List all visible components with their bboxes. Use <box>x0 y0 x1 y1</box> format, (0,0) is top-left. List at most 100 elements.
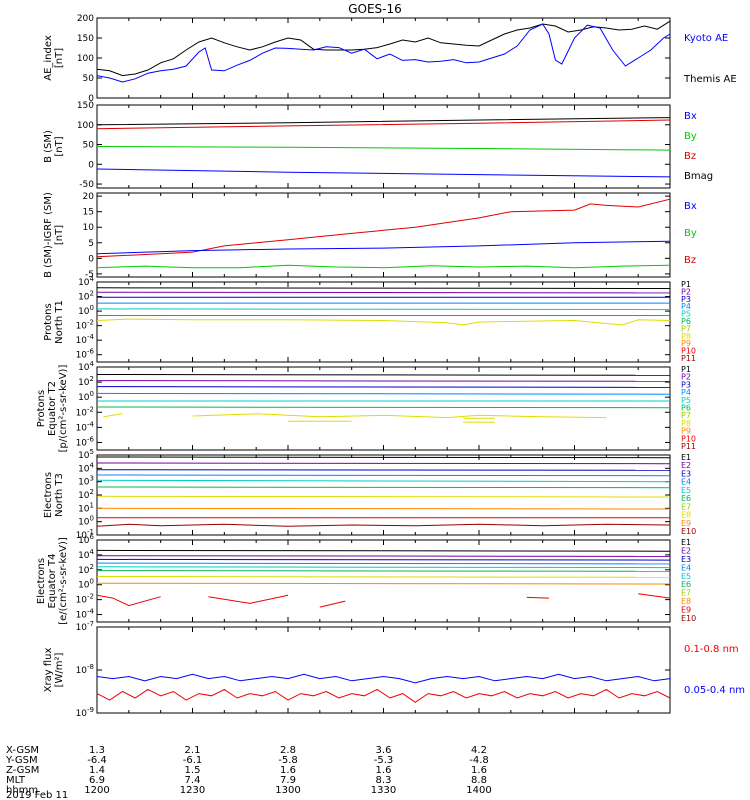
y-tick-label: 103 <box>78 475 94 488</box>
x-axis-value: 1.6 <box>471 765 487 776</box>
y-tick-label: 10-4 <box>76 333 95 346</box>
y-tick-label: 100 <box>78 304 94 317</box>
y-tick-label: 100 <box>78 390 94 403</box>
y-tick-label: 10-6 <box>76 435 95 448</box>
x-axis-value: 1.6 <box>280 765 296 776</box>
y-axis-label: [nT] <box>54 225 65 245</box>
legend-entry: Bz <box>684 151 696 162</box>
series-line-0-1-0-8-nm <box>96 688 671 703</box>
series-line-e2 <box>96 555 671 557</box>
x-axis-value: -5.3 <box>374 755 394 766</box>
series-line-e9c <box>319 600 346 608</box>
legend-entry: P4 <box>681 302 691 311</box>
series-line-kyoto-ae <box>96 23 671 83</box>
x-axis-value: -4.8 <box>469 755 489 766</box>
series-line-e4 <box>96 562 671 565</box>
series-line-p4 <box>96 392 671 395</box>
y-axis-label: [nT] <box>54 136 65 156</box>
x-axis-value: 2.1 <box>185 745 201 756</box>
legend-entry: E3 <box>681 555 691 564</box>
legend-entry: E6 <box>681 580 691 589</box>
x-axis-value: 7.4 <box>185 775 201 786</box>
legend-entry: P1 <box>681 280 691 289</box>
x-axis-value: 1.6 <box>376 765 392 776</box>
y-tick-label: 102 <box>78 563 94 576</box>
series-line-p1 <box>96 374 671 376</box>
y-tick-label: 101 <box>78 501 94 514</box>
series-line-p7b <box>192 413 607 419</box>
legend-entry: E9 <box>681 519 691 528</box>
legend-entry: E8 <box>681 597 691 606</box>
series-line-p7 <box>96 318 671 326</box>
x-axis-value: 1.4 <box>89 765 105 776</box>
y-axis-label: B (SM)-IGRF (SM) <box>43 192 54 278</box>
series-line-bmag <box>96 117 671 126</box>
series-line-themis-ae <box>96 20 671 77</box>
legend-entry: Bx <box>684 201 697 212</box>
legend-entry: E10 <box>681 527 696 536</box>
x-axis-row-label: hhmm <box>6 785 38 796</box>
y-tick-label: 10-2 <box>76 405 94 418</box>
legend-entry: E6 <box>681 494 691 503</box>
panel-xray: 10-7 10-8 10-9 Xray flux [W/m²] 0.1-0.8 nm 0.0… <box>43 620 745 719</box>
series-line-e9b <box>208 594 289 604</box>
panel-frame <box>96 539 671 623</box>
series-line-e10 <box>96 523 671 527</box>
legend-entry: P9 <box>681 339 691 348</box>
y-tick-label: 102 <box>78 488 94 501</box>
x-axis-value: 6.9 <box>89 775 105 786</box>
y-tick-label: 104 <box>78 548 94 561</box>
legend-entry: Bmag <box>684 171 713 182</box>
y-tick-label: 5 <box>88 239 94 249</box>
series-line-e8 <box>96 507 671 510</box>
y-tick-label: 10-2 <box>76 319 94 332</box>
series-line-e2 <box>96 462 671 465</box>
panel-frame <box>96 454 671 536</box>
panel-frame <box>96 192 671 278</box>
legend-entry: E1 <box>681 538 691 547</box>
series-line-e9a <box>96 594 161 607</box>
series-line-bx <box>96 240 671 255</box>
legend-entry: P7 <box>681 324 691 333</box>
legend-entry: P7 <box>681 411 691 420</box>
legend-entry: E9 <box>681 606 691 615</box>
x-axis-value: 7.9 <box>280 775 296 786</box>
legend-entry: P11 <box>681 442 696 451</box>
legend-entry: Bz <box>684 255 696 266</box>
x-axis-value: 1.5 <box>185 765 201 776</box>
y-axis-label: Equator T4 <box>47 554 58 609</box>
x-axis-value: 1.3 <box>89 745 105 756</box>
y-tick-label: 10-4 <box>76 420 95 433</box>
series-line-e9d <box>526 596 550 599</box>
y-tick-label: 10 <box>83 223 95 233</box>
legend-entry: P4 <box>681 388 691 397</box>
series-line-e6 <box>96 486 671 489</box>
y-axis-label: Xray flux <box>43 648 54 693</box>
series-line-e1 <box>96 549 671 552</box>
y-tick-label: 100 <box>78 578 94 591</box>
legend-entry: By <box>684 228 697 239</box>
series-line-p5 <box>96 308 671 311</box>
panel-frame <box>96 626 671 714</box>
legend-entry: P1 <box>681 365 691 374</box>
y-tick-label: 10-8 <box>76 663 94 676</box>
legend-entry: P10 <box>681 347 696 356</box>
y-tick-label: 10-9 <box>76 706 94 719</box>
legend-entry: E3 <box>681 469 691 478</box>
panel-frame <box>96 17 671 99</box>
y-axis-label: [W/m²] <box>54 652 65 687</box>
y-tick-label: 100 <box>78 515 94 528</box>
panel-frame <box>96 366 671 451</box>
legend-entry: P2 <box>681 287 691 296</box>
legend-entry: P10 <box>681 434 696 443</box>
legend-entry: Kyoto AE <box>684 33 728 44</box>
y-tick-label: 100 <box>77 121 94 131</box>
y-tick-label: 102 <box>78 290 94 303</box>
plot-title: GOES-16 <box>348 2 402 16</box>
legend-entry: P8 <box>681 332 691 341</box>
y-tick-label: 150 <box>77 34 94 44</box>
series-line-e5 <box>96 566 671 569</box>
legend-entry: By <box>684 131 697 142</box>
x-axis-row-label: X-GSM <box>6 745 39 756</box>
y-tick-label: 0 <box>88 160 94 170</box>
